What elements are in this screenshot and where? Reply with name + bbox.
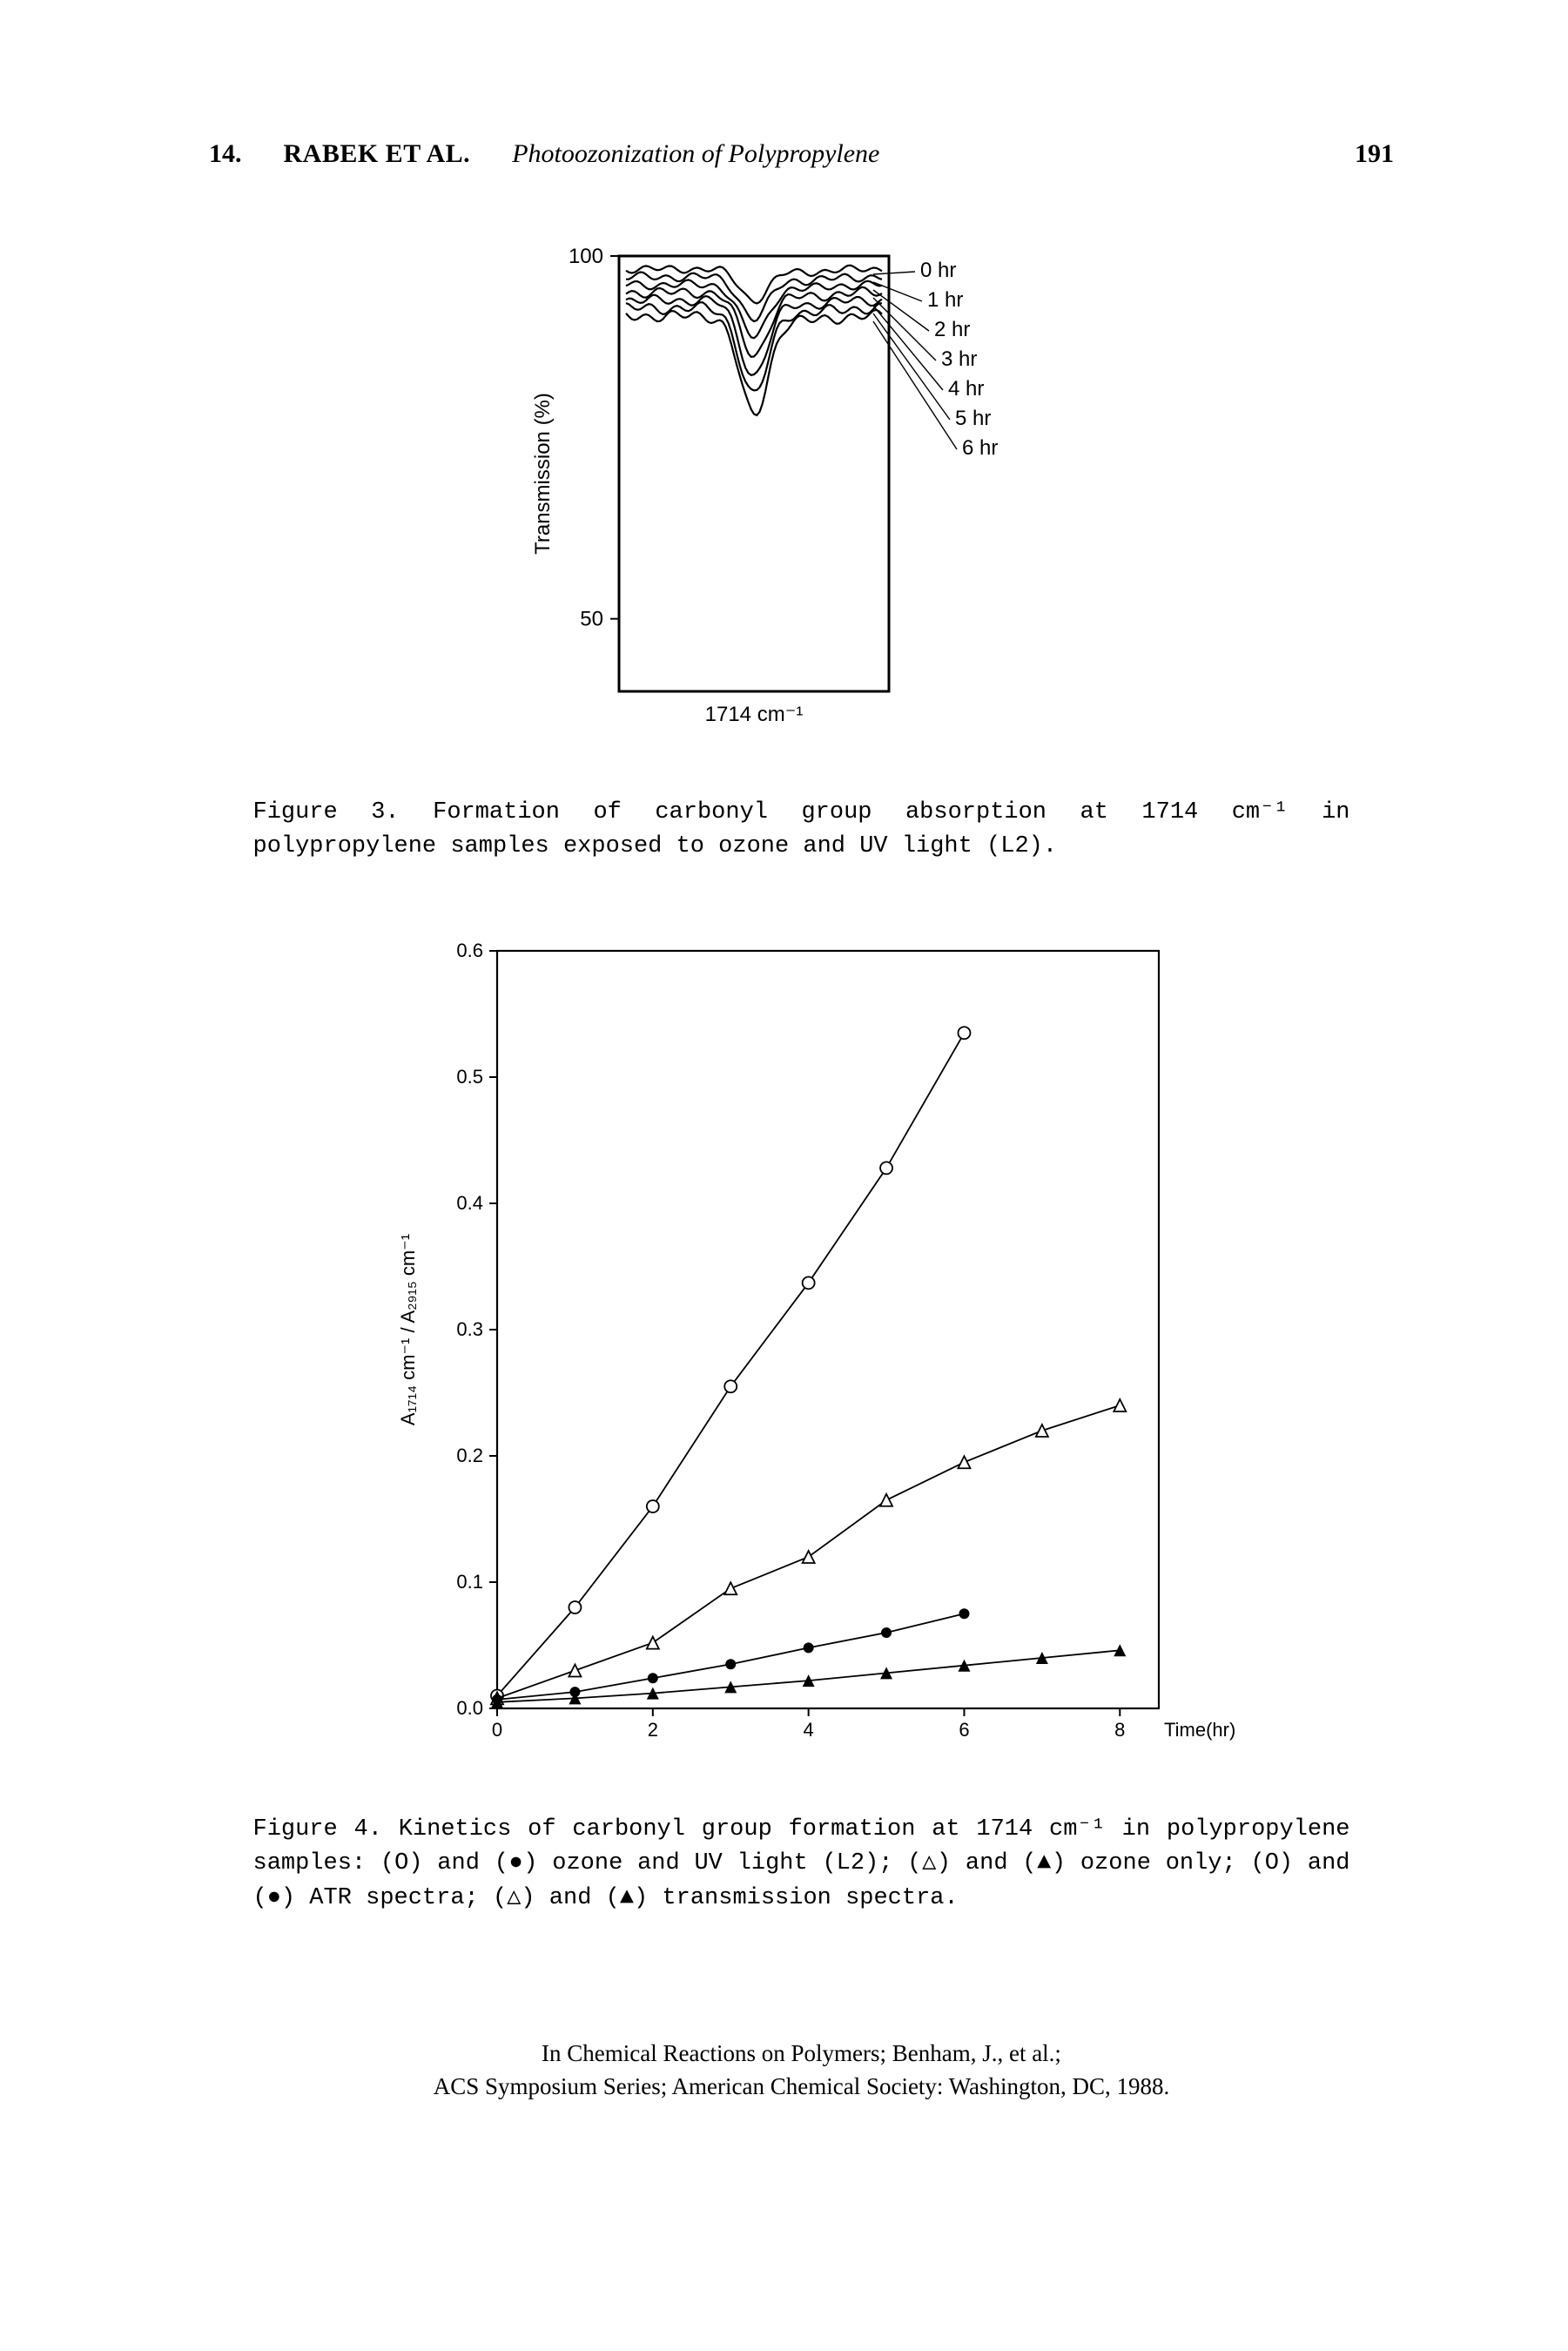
chapter-title: Photoozonization of Polypropylene [512, 139, 879, 169]
svg-text:1 hr: 1 hr [927, 288, 963, 312]
svg-text:4: 4 [803, 1719, 813, 1741]
svg-text:3 hr: 3 hr [941, 347, 977, 371]
svg-text:6 hr: 6 hr [962, 436, 998, 460]
svg-text:100: 100 [568, 245, 602, 268]
svg-text:A₁₇₁₄ cm⁻¹ / A₂₉₁₅ cm⁻¹: A₁₇₁₄ cm⁻¹ / A₂₉₁₅ cm⁻¹ [397, 1234, 419, 1425]
figure-3-caption: Figure 3. Formation of carbonyl group ab… [253, 796, 1350, 864]
figure-3-chart: 50 100 Transmission (%) 0 hr 1 hr 2 hr 3 hr 4 h… [488, 239, 1115, 778]
svg-text:0.0: 0.0 [456, 1697, 483, 1719]
svg-text:4 hr: 4 hr [948, 377, 984, 401]
figure-3: 50 100 Transmission (%) 0 hr 1 hr 2 hr 3 hr 4 h… [209, 239, 1394, 864]
svg-text:0 hr: 0 hr [920, 259, 956, 282]
svg-text:2 hr: 2 hr [934, 318, 970, 341]
chapter-number: 14. [209, 139, 242, 169]
svg-text:0: 0 [491, 1719, 501, 1741]
svg-text:5 hr: 5 hr [955, 407, 991, 430]
footer-line-1: In Chemical Reactions on Polymers; Benha… [209, 2038, 1394, 2071]
svg-text:6: 6 [959, 1719, 969, 1741]
page-footer: In Chemical Reactions on Polymers; Benha… [209, 2038, 1394, 2104]
svg-text:0.2: 0.2 [456, 1445, 483, 1466]
figure-4-chart: 0 2 4 6 8 0.0 0.1 0.2 0.3 0.4 0.5 0.6 Time(hr) A₁₇₁₄ … [367, 925, 1237, 1795]
svg-text:0.5: 0.5 [456, 1066, 483, 1088]
svg-text:0.1: 0.1 [456, 1571, 483, 1593]
svg-text:50: 50 [580, 608, 603, 631]
svg-text:Transmission (%): Transmission (%) [531, 393, 555, 555]
footer-line-2: ACS Symposium Series; American Chemical … [209, 2071, 1394, 2104]
svg-text:8: 8 [1114, 1719, 1125, 1741]
svg-text:2: 2 [647, 1719, 657, 1741]
svg-text:1714 cm⁻¹: 1714 cm⁻¹ [704, 703, 803, 726]
authors: RABEK ET AL. [284, 139, 471, 169]
svg-text:Time(hr): Time(hr) [1164, 1719, 1235, 1741]
svg-text:0.6: 0.6 [456, 940, 483, 961]
svg-text:0.3: 0.3 [456, 1318, 483, 1340]
figure-4: 0 2 4 6 8 0.0 0.1 0.2 0.3 0.4 0.5 0.6 Time(hr) A₁₇₁₄ … [209, 925, 1394, 1915]
svg-text:0.4: 0.4 [456, 1192, 483, 1214]
figure-4-caption: Figure 4. Kinetics of carbonyl group for… [253, 1813, 1350, 1915]
page-header: 14. RABEK ET AL. Photoozonization of Pol… [209, 139, 1394, 169]
page-number: 191 [1355, 139, 1394, 169]
